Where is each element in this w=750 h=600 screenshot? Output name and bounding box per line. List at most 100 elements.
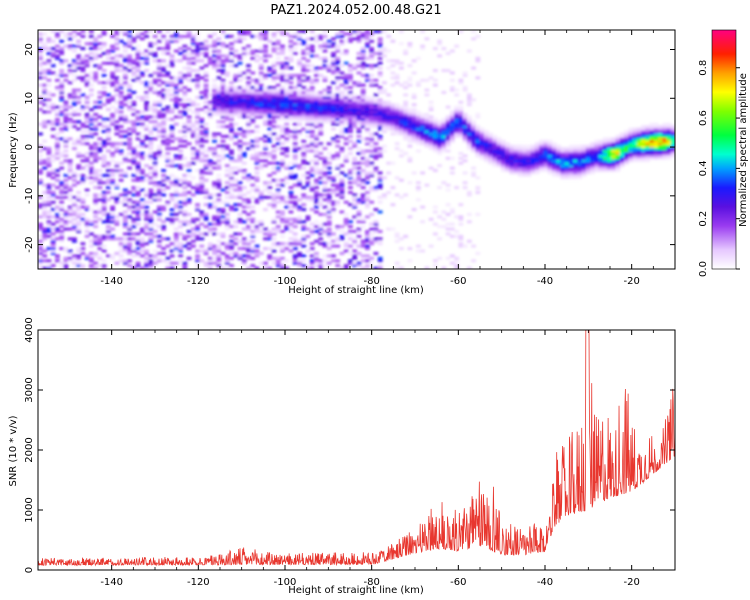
heatmap-cell	[246, 212, 251, 216]
heatmap-cell	[352, 30, 358, 34]
heatmap-cell	[165, 90, 171, 95]
heatmap-cell	[220, 86, 226, 90]
heatmap-cell	[229, 195, 234, 199]
heatmap-cell	[93, 178, 99, 182]
heatmap-cell	[373, 108, 379, 112]
heatmap-cell	[237, 188, 243, 192]
heatmap-cell	[207, 256, 213, 260]
heatmap-cell	[182, 112, 188, 116]
heatmap-cell	[169, 129, 175, 134]
heatmap-cell	[161, 73, 166, 77]
heatmap-cell	[84, 220, 90, 224]
heatmap-cell	[398, 266, 404, 269]
heatmap-cell	[246, 112, 251, 116]
heatmap-cell	[343, 112, 349, 116]
heatmap-cell	[190, 110, 196, 114]
heatmap-cell	[297, 95, 302, 99]
heatmap-cell	[462, 132, 468, 136]
heatmap-cell	[122, 237, 128, 241]
heatmap-cell	[466, 137, 472, 141]
heatmap-cell	[352, 37, 358, 41]
heatmap-cell	[411, 112, 417, 116]
heatmap-cell	[38, 76, 43, 80]
heatmap-cell	[309, 86, 315, 90]
heatmap-cell	[135, 261, 141, 265]
heatmap-cell	[322, 95, 328, 99]
heatmap-cell	[377, 42, 383, 46]
heatmap-cell	[666, 125, 672, 129]
heatmap-cell	[284, 132, 290, 136]
heatmap-cell	[522, 159, 527, 163]
heatmap-cell	[415, 112, 421, 116]
heatmap-cell	[246, 90, 251, 95]
heatmap-cell	[420, 249, 426, 253]
heatmap-cell	[632, 147, 638, 151]
heatmap-cell	[144, 222, 150, 226]
heatmap-cell	[50, 47, 56, 51]
heatmap-cell	[139, 142, 145, 146]
heatmap-cell	[649, 127, 655, 131]
heatmap-cell	[263, 32, 268, 36]
heatmap-cell	[326, 142, 332, 146]
heatmap-cell	[233, 188, 239, 192]
heatmap-cell	[233, 122, 239, 126]
heatmap-cell	[127, 215, 133, 219]
heatmap-cell	[246, 120, 251, 124]
heatmap-cell	[42, 110, 48, 114]
heatmap-cell	[364, 229, 370, 234]
heatmap-cell	[148, 137, 154, 141]
heatmap-cell	[292, 90, 298, 95]
heatmap-cell	[398, 127, 404, 131]
heatmap-cell	[173, 227, 179, 231]
heatmap-cell	[360, 32, 366, 36]
heatmap-cell	[280, 44, 285, 48]
heatmap-cell	[220, 120, 226, 124]
heatmap-cell	[101, 190, 107, 194]
heatmap-cell	[360, 73, 366, 77]
heatmap-cell	[186, 129, 192, 134]
heatmap-cell	[229, 178, 234, 182]
heatmap-cell	[505, 159, 510, 163]
heatmap-cell	[258, 151, 264, 155]
heatmap-cell	[348, 108, 353, 112]
heatmap-cell	[547, 142, 553, 146]
heatmap-cell	[462, 129, 468, 134]
heatmap-cell	[216, 112, 222, 116]
heatmap-cell	[114, 81, 120, 85]
heatmap-cell	[237, 112, 243, 116]
heatmap-cell	[373, 93, 379, 97]
heatmap-cell	[297, 117, 302, 121]
heatmap-cell	[331, 203, 336, 207]
heatmap-cell	[386, 117, 392, 121]
heatmap-cell	[607, 156, 612, 160]
heatmap-cell	[224, 115, 230, 119]
heatmap-cell	[237, 78, 243, 82]
heatmap-cell	[284, 95, 290, 99]
heatmap-cell	[246, 176, 251, 180]
heatmap-cell	[318, 176, 324, 180]
heatmap-cell	[288, 171, 294, 175]
heatmap-cell	[165, 88, 171, 92]
heatmap-cell	[360, 169, 366, 173]
heatmap-cell	[449, 122, 455, 126]
heatmap-cell	[267, 115, 273, 119]
heatmap-cell	[496, 147, 502, 151]
heatmap-cell	[250, 144, 256, 148]
heatmap-cell	[624, 142, 629, 146]
heatmap-cell	[403, 81, 409, 85]
heatmap-cell	[114, 88, 120, 92]
heatmap-cell	[432, 210, 438, 214]
heatmap-cell	[560, 166, 566, 170]
heatmap-cell	[348, 203, 353, 207]
heatmap-cell	[288, 110, 294, 114]
heatmap-cell	[76, 108, 82, 112]
heatmap-cell	[352, 256, 358, 260]
heatmap-cell	[267, 122, 273, 126]
heatmap-cell	[280, 115, 285, 119]
heatmap-cell	[505, 156, 510, 160]
heatmap-cell	[331, 200, 336, 204]
heatmap-cell	[356, 56, 362, 60]
heatmap-cell	[653, 142, 659, 146]
heatmap-cell	[173, 261, 179, 265]
heatmap-cell	[152, 234, 158, 238]
